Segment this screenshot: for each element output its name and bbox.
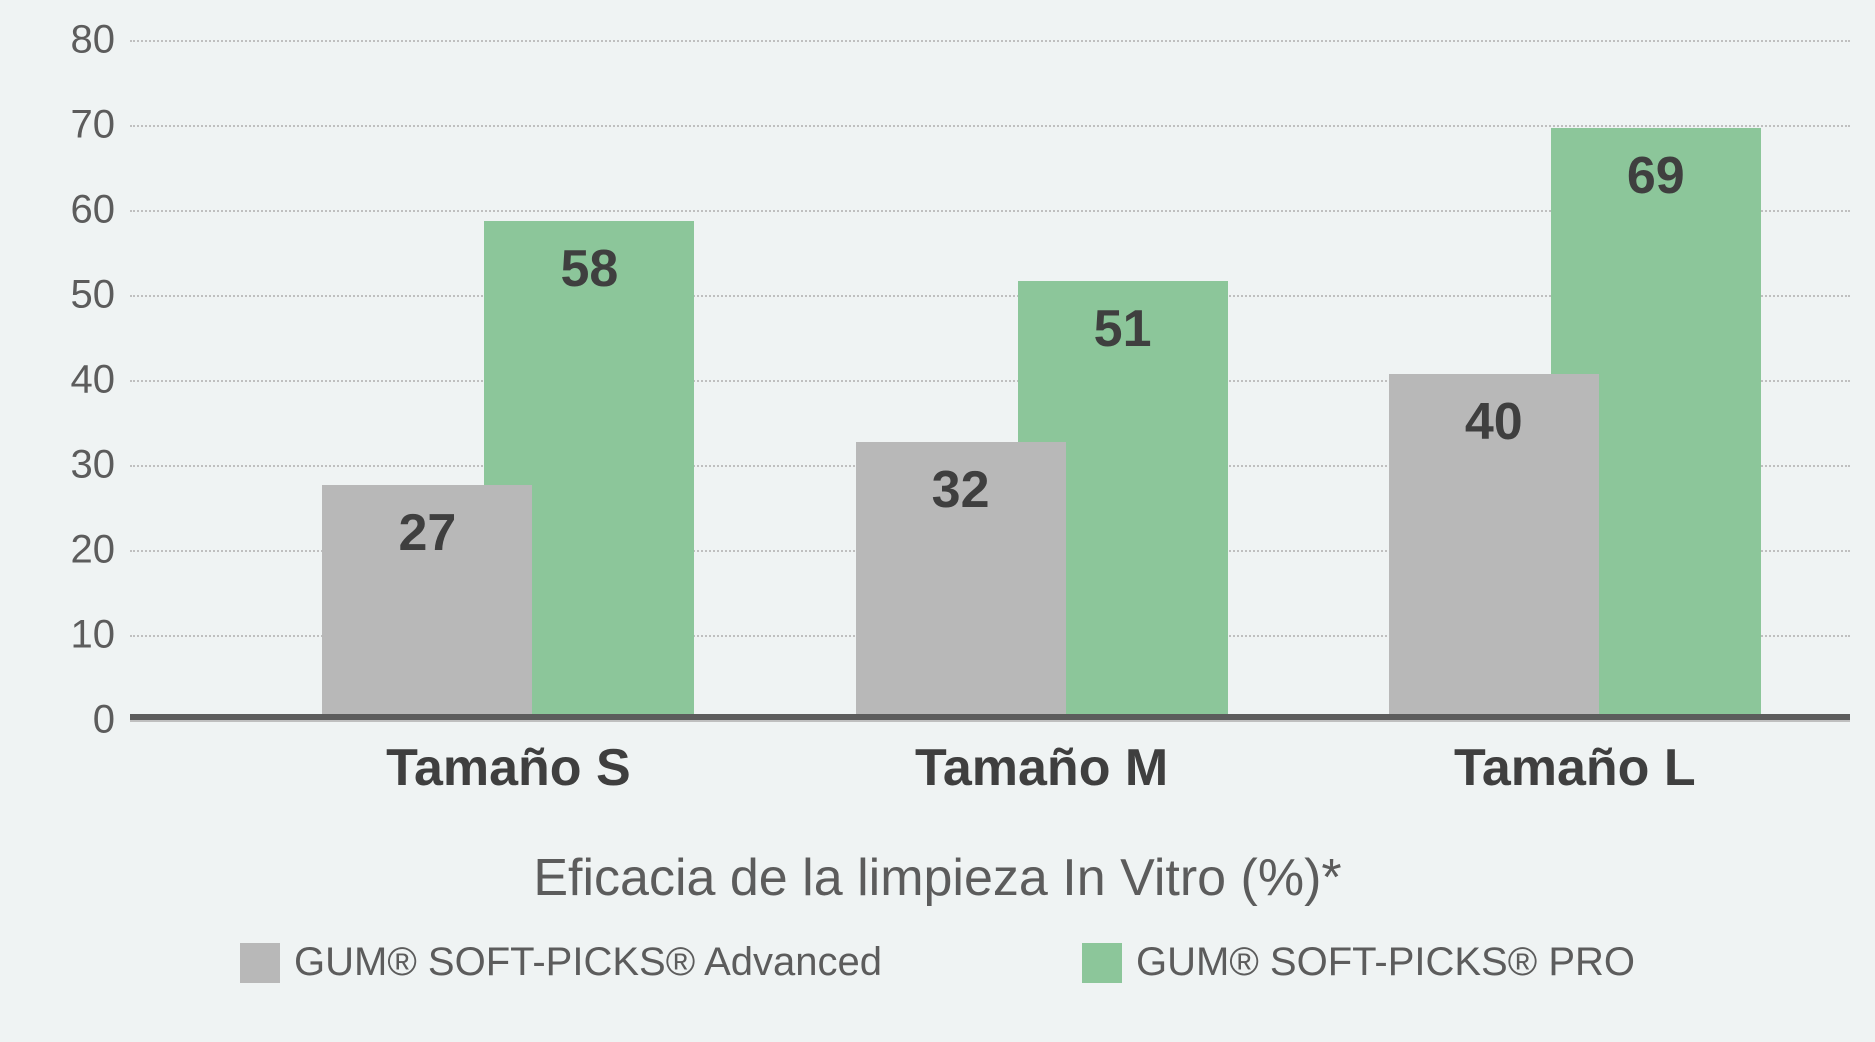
legend-swatch (240, 943, 280, 983)
bar-chart: 27 58 32 51 40 69 0 10 20 30 40 50 60 70 80 Tamaño S Tam… (0, 0, 1875, 1042)
category-label: Tamaño S (258, 738, 758, 798)
y-tick-label: 70 (45, 103, 115, 148)
legend-item: GUM® SOFT-PICKS® PRO (1082, 940, 1635, 985)
legend: GUM® SOFT-PICKS® Advanced GUM® SOFT-PICKS… (0, 940, 1875, 985)
bar-value-label: 69 (1551, 146, 1761, 206)
bar-group: 32 51 (856, 281, 1228, 715)
y-tick-label: 40 (45, 358, 115, 403)
y-tick-label: 80 (45, 18, 115, 63)
bar-value-label: 27 (322, 503, 532, 563)
bar-value-label: 58 (484, 239, 694, 299)
legend-item: GUM® SOFT-PICKS® Advanced (240, 940, 882, 985)
category-label: Tamaño L (1325, 738, 1825, 798)
gridline (130, 40, 1850, 42)
plot-area: 27 58 32 51 40 69 (130, 40, 1850, 720)
bar-value-label: 40 (1389, 392, 1599, 452)
y-tick-label: 10 (45, 613, 115, 658)
bar: 27 (322, 485, 532, 715)
y-tick-label: 0 (45, 698, 115, 743)
chart-subtitle: Eficacia de la limpieza In Vitro (%)* (0, 848, 1875, 908)
bar-value-label: 51 (1018, 299, 1228, 359)
y-tick-label: 50 (45, 273, 115, 318)
y-tick-label: 30 (45, 443, 115, 488)
bar: 40 (1389, 374, 1599, 714)
legend-label: GUM® SOFT-PICKS® Advanced (294, 940, 882, 985)
y-tick-label: 60 (45, 188, 115, 233)
legend-label: GUM® SOFT-PICKS® PRO (1136, 940, 1635, 985)
x-axis-line (130, 714, 1850, 720)
category-label: Tamaño M (792, 738, 1292, 798)
gridline (130, 720, 1850, 722)
legend-swatch (1082, 943, 1122, 983)
bar-group: 40 69 (1389, 128, 1761, 715)
bar: 32 (856, 442, 1066, 714)
bar-group: 27 58 (322, 221, 694, 714)
bar-value-label: 32 (856, 460, 1066, 520)
y-tick-label: 20 (45, 528, 115, 573)
